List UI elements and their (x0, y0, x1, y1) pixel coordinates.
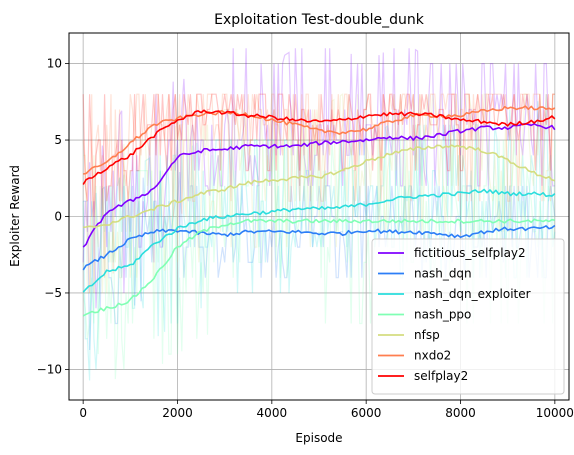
raw-traces (82, 48, 556, 381)
x-tick-label-2: 4000 (257, 406, 288, 420)
series-line-2 (82, 188, 556, 293)
y-tick-label-0: −10 (37, 362, 62, 376)
y-tick-label-1: −5 (44, 286, 62, 300)
legend-label-3: nash_ppo (414, 308, 471, 322)
legend-label-6: selfplay2 (414, 369, 468, 383)
x-tick-label-5: 10000 (536, 406, 574, 420)
raw-trace-2 (82, 94, 556, 381)
raw-trace-6 (82, 93, 555, 217)
raw-trace-5 (82, 93, 555, 294)
raw-trace-4 (83, 93, 555, 294)
x-tick-label-3: 6000 (351, 406, 382, 420)
series-line-3 (82, 218, 555, 317)
chart-title: Exploitation Test-double_dunk (214, 12, 425, 28)
x-tick-label-1: 2000 (162, 406, 193, 420)
y-axis-label: Exploiter Reward (8, 165, 22, 267)
y-tick-label-3: 5 (54, 133, 62, 147)
legend-label-5: nxdo2 (414, 349, 451, 363)
x-axis-label: Episode (295, 431, 342, 445)
y-tick-label-2: 0 (54, 210, 62, 224)
x-axis: 0 2000 4000 6000 8000 10000 (79, 400, 574, 420)
legend-box (371, 238, 565, 395)
series-line-4 (83, 144, 556, 229)
grid (69, 33, 569, 400)
legend-label-1: nash_dqn (414, 267, 472, 281)
x-tick-label-0: 0 (79, 406, 87, 420)
series-line-6 (82, 109, 556, 185)
legend-label-2: nash_dqn_exploiter (414, 287, 531, 301)
raw-trace-0 (82, 48, 555, 309)
y-axis: −10 −5 0 5 10 (37, 57, 69, 376)
series-line-1 (82, 224, 556, 271)
raw-trace-3 (82, 139, 556, 380)
series-line-0 (82, 123, 556, 248)
y-tick-label-4: 10 (47, 57, 62, 71)
series-line-5 (83, 105, 556, 175)
legend-label-4: nfsp (414, 328, 440, 342)
legend-label-0: fictitious_selfplay2 (414, 246, 526, 260)
legend: fictitious_selfplay2 nash_dqn nash_dqn_exp… (371, 238, 565, 395)
series-lines (82, 105, 556, 317)
x-tick-label-4: 8000 (445, 406, 476, 420)
